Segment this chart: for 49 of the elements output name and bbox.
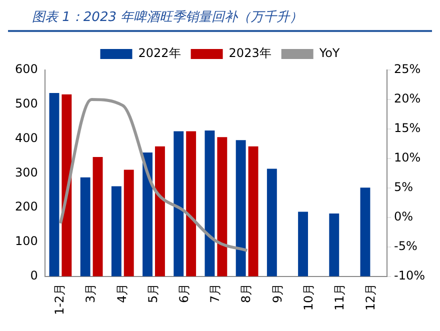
chart-title: 图表 1：2023 年啤酒旺季销量回补（万千升）	[8, 8, 432, 32]
x-tick-label: 11月	[332, 283, 346, 311]
bar	[142, 152, 153, 276]
bar	[174, 131, 184, 276]
x-tick-label: 5月	[146, 283, 160, 304]
legend-label: 2022年	[138, 46, 181, 60]
y-tick-label: 600	[15, 62, 38, 76]
bar	[360, 188, 370, 276]
line-series	[58, 98, 249, 252]
bar	[154, 146, 165, 276]
bar	[186, 131, 196, 276]
y2-tick-label: 15%	[394, 121, 421, 136]
bar	[329, 213, 340, 276]
x-tick-label: 10月	[301, 283, 316, 311]
bar	[62, 94, 72, 276]
y2-tick-label: 5%	[394, 180, 414, 194]
bar	[92, 157, 103, 276]
y2-tick-label: 25%	[394, 62, 421, 76]
bar	[49, 93, 60, 276]
bar	[298, 212, 308, 276]
x-tick-label: 12月	[364, 283, 378, 311]
x-tick-label: 1-2月	[52, 283, 67, 316]
legend-label: YoY	[318, 46, 340, 60]
y-tick-label: 300	[15, 165, 38, 180]
bar	[111, 186, 122, 276]
x-tick-label: 3月	[84, 283, 98, 304]
bar	[236, 140, 246, 276]
y-tick-label: 0	[30, 268, 38, 283]
y2-tick-label: -5%	[394, 239, 418, 254]
y2-tick-label: -10%	[394, 268, 426, 283]
x-tick-label: 6月	[176, 283, 191, 304]
x-tick-label: 7月	[208, 283, 222, 304]
bar	[266, 168, 277, 276]
bar	[248, 146, 258, 276]
x-tick-label: 9月	[270, 283, 284, 304]
y-tick-label: 200	[15, 200, 38, 214]
y-tick-label: 100	[15, 234, 38, 248]
y-tick-label: 400	[15, 130, 38, 145]
x-tick-label: 8月	[239, 283, 254, 304]
legend-label: 2023年	[228, 46, 272, 60]
bar	[80, 177, 90, 276]
bar	[217, 137, 228, 276]
bar	[124, 170, 134, 276]
y2-tick-label: 0%	[394, 210, 414, 224]
bar	[204, 130, 215, 276]
y2-tick-label: 20%	[394, 92, 421, 106]
x-tick-label: 4月	[114, 283, 129, 304]
y2-tick-label: 10%	[394, 150, 421, 165]
y-tick-label: 500	[15, 96, 38, 111]
